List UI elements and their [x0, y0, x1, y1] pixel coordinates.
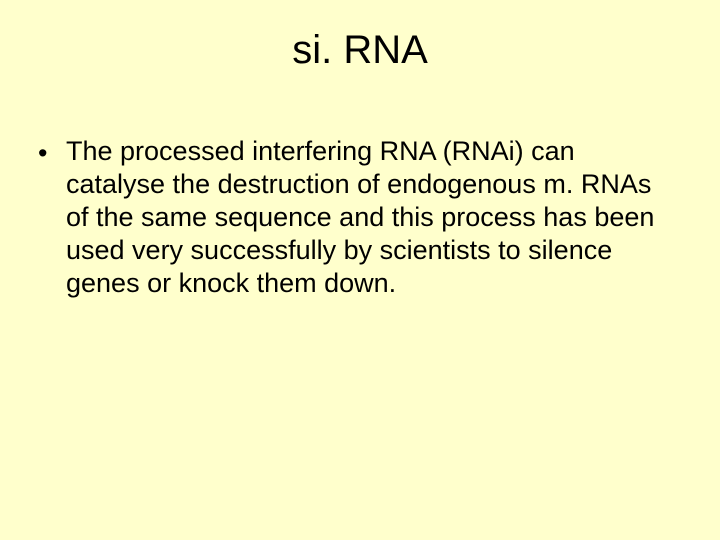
bullet-text: The processed interfering RNA (RNAi) can… [66, 135, 680, 300]
bullet-item: • The processed interfering RNA (RNAi) c… [38, 135, 680, 300]
slide-content: • The processed interfering RNA (RNAi) c… [0, 93, 720, 300]
slide-title: si. RNA [0, 0, 720, 93]
bullet-marker: • [38, 135, 66, 170]
slide: si. RNA • The processed interfering RNA … [0, 0, 720, 540]
